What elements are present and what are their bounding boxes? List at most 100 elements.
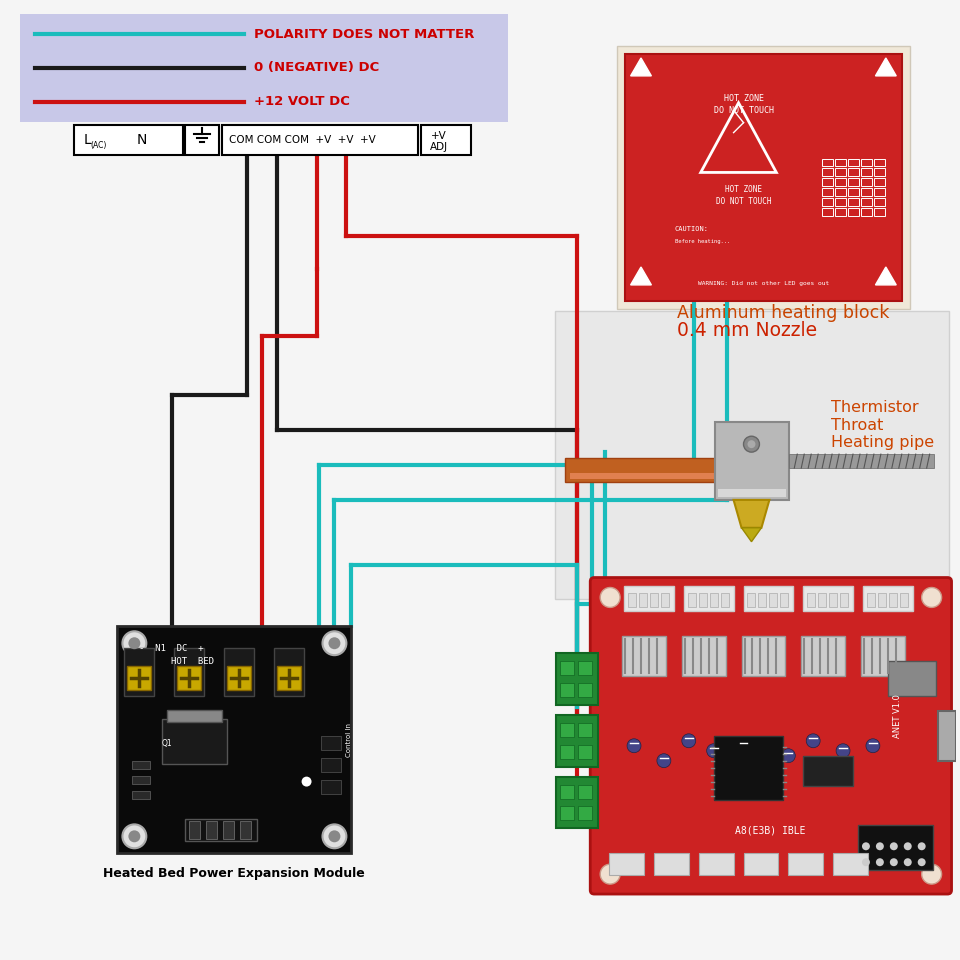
Circle shape [866,739,880,753]
Circle shape [657,754,671,768]
Bar [622,636,666,676]
Bar [578,806,592,821]
Circle shape [682,733,696,748]
Text: 0.4 mm Nozzle: 0.4 mm Nozzle [677,322,817,340]
Bar [822,168,833,177]
Circle shape [323,825,347,849]
Text: HOT ZONE: HOT ZONE [724,94,763,103]
Circle shape [836,744,850,757]
Bar [789,454,934,468]
Bar [718,489,786,497]
Bar [822,208,833,216]
Text: A8(E3B) IBLE: A8(E3B) IBLE [735,826,805,835]
Bar [721,593,729,608]
Bar [578,661,592,675]
Bar [835,208,846,216]
Bar [861,179,872,186]
Bar [833,853,868,876]
Text: DO NOT TOUCH: DO NOT TOUCH [713,106,774,115]
Bar [741,636,785,676]
Circle shape [600,864,620,884]
Bar [829,593,837,608]
Bar [128,666,152,690]
Text: ANET V1.0: ANET V1.0 [894,694,902,738]
Bar [848,179,859,186]
Circle shape [806,733,820,748]
Bar [863,586,913,612]
Bar [557,653,598,705]
Bar [874,179,885,186]
Bar [570,473,752,479]
Bar [174,648,204,696]
Circle shape [743,436,759,452]
Circle shape [129,830,140,842]
Bar [650,593,658,608]
Polygon shape [876,58,897,76]
Bar [557,715,598,767]
Bar [617,46,910,309]
Text: Thermistor
Throat
Heating pipe: Thermistor Throat Heating pipe [831,400,934,450]
Text: (AC): (AC) [90,141,107,150]
Bar [578,745,592,758]
Circle shape [301,777,312,786]
Bar [861,158,872,166]
Text: HOT ZONE: HOT ZONE [725,185,762,194]
Bar [578,684,592,697]
Circle shape [600,588,620,608]
Bar [185,820,256,841]
Circle shape [903,858,912,866]
Text: WARNING: Did not other LED goes out: WARNING: Did not other LED goes out [698,281,829,286]
Circle shape [922,588,942,608]
Bar [867,593,875,608]
Bar [699,593,707,608]
Polygon shape [631,267,652,285]
Bar [938,711,955,760]
Bar [20,14,508,122]
Bar [835,188,846,197]
Bar [660,593,669,608]
Text: L: L [84,132,91,147]
FancyBboxPatch shape [74,125,183,155]
Bar [624,586,674,612]
Bar [804,586,853,612]
Bar [132,760,151,769]
Bar [699,853,733,876]
Bar [889,593,897,608]
Circle shape [890,858,898,866]
Bar [858,826,932,870]
Bar [822,158,833,166]
Bar [227,666,251,690]
Bar [206,822,217,839]
Bar [714,422,789,500]
Bar [132,776,151,783]
Bar [167,710,222,722]
Text: ADJ: ADJ [430,141,448,152]
Bar [561,745,574,758]
Polygon shape [876,267,897,285]
Bar [788,853,823,876]
Bar [848,199,859,206]
Bar [835,158,846,166]
Bar [743,586,793,612]
Bar [758,593,766,608]
Bar [874,208,885,216]
Bar [874,199,885,206]
Circle shape [328,830,341,842]
Bar [835,179,846,186]
Bar [687,593,696,608]
Text: +V: +V [431,131,446,140]
Bar [743,853,779,876]
Circle shape [922,864,942,884]
FancyBboxPatch shape [590,578,951,894]
Bar [561,661,574,675]
Bar [556,311,948,599]
Bar [804,756,853,785]
Text: +12 VOLT DC: +12 VOLT DC [253,95,349,108]
Circle shape [862,842,870,851]
Bar [848,158,859,166]
Bar [565,458,756,482]
Bar [861,199,872,206]
Bar [578,723,592,736]
Polygon shape [733,500,769,528]
Bar [861,168,872,177]
